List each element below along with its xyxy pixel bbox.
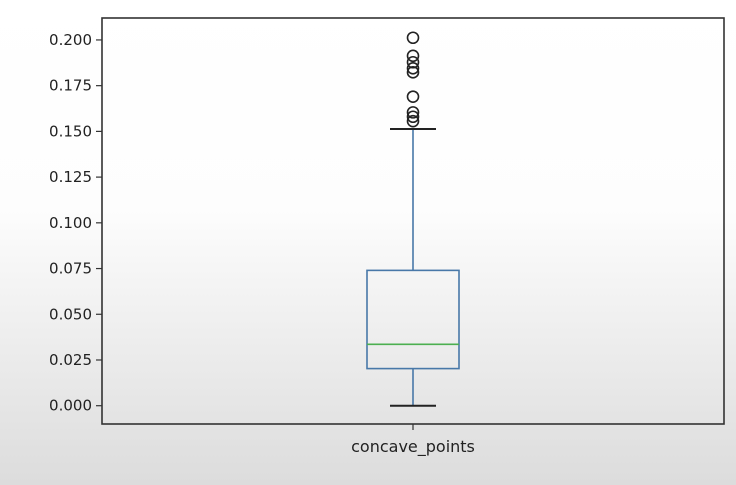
- box-concave_points: [366, 31, 460, 407]
- iqr-box: [366, 269, 460, 370]
- outlier-point: [406, 61, 420, 75]
- y-tick-label: 0.000: [49, 397, 92, 415]
- outlier-point: [406, 110, 420, 124]
- outlier-point: [406, 106, 420, 119]
- y-tick-label: 0.150: [49, 122, 92, 140]
- outlier-point: [406, 31, 420, 45]
- y-tick-label: 0.025: [49, 351, 92, 369]
- x-category-label: concave_points: [351, 437, 475, 457]
- outlier-point: [406, 114, 420, 128]
- x-axis: concave_points: [351, 424, 475, 457]
- plot-area-frame: [101, 17, 725, 425]
- y-tick-label: 0.200: [49, 31, 92, 49]
- box-series: [366, 31, 460, 407]
- outlier-point: [406, 66, 420, 79]
- outlier-point: [406, 49, 420, 63]
- outlier-point: [406, 90, 420, 103]
- y-tick-label: 0.075: [49, 260, 92, 278]
- outlier-point: [406, 55, 420, 69]
- y-axis: 0.000 0.025 0.050 0.075 0.100 0.125 0.150 0.175…: [49, 31, 102, 415]
- y-tick-label: 0.100: [49, 214, 92, 232]
- y-tick-label: 0.125: [49, 168, 92, 186]
- y-tick-label: 0.175: [49, 77, 92, 95]
- y-tick-label: 0.050: [49, 305, 92, 323]
